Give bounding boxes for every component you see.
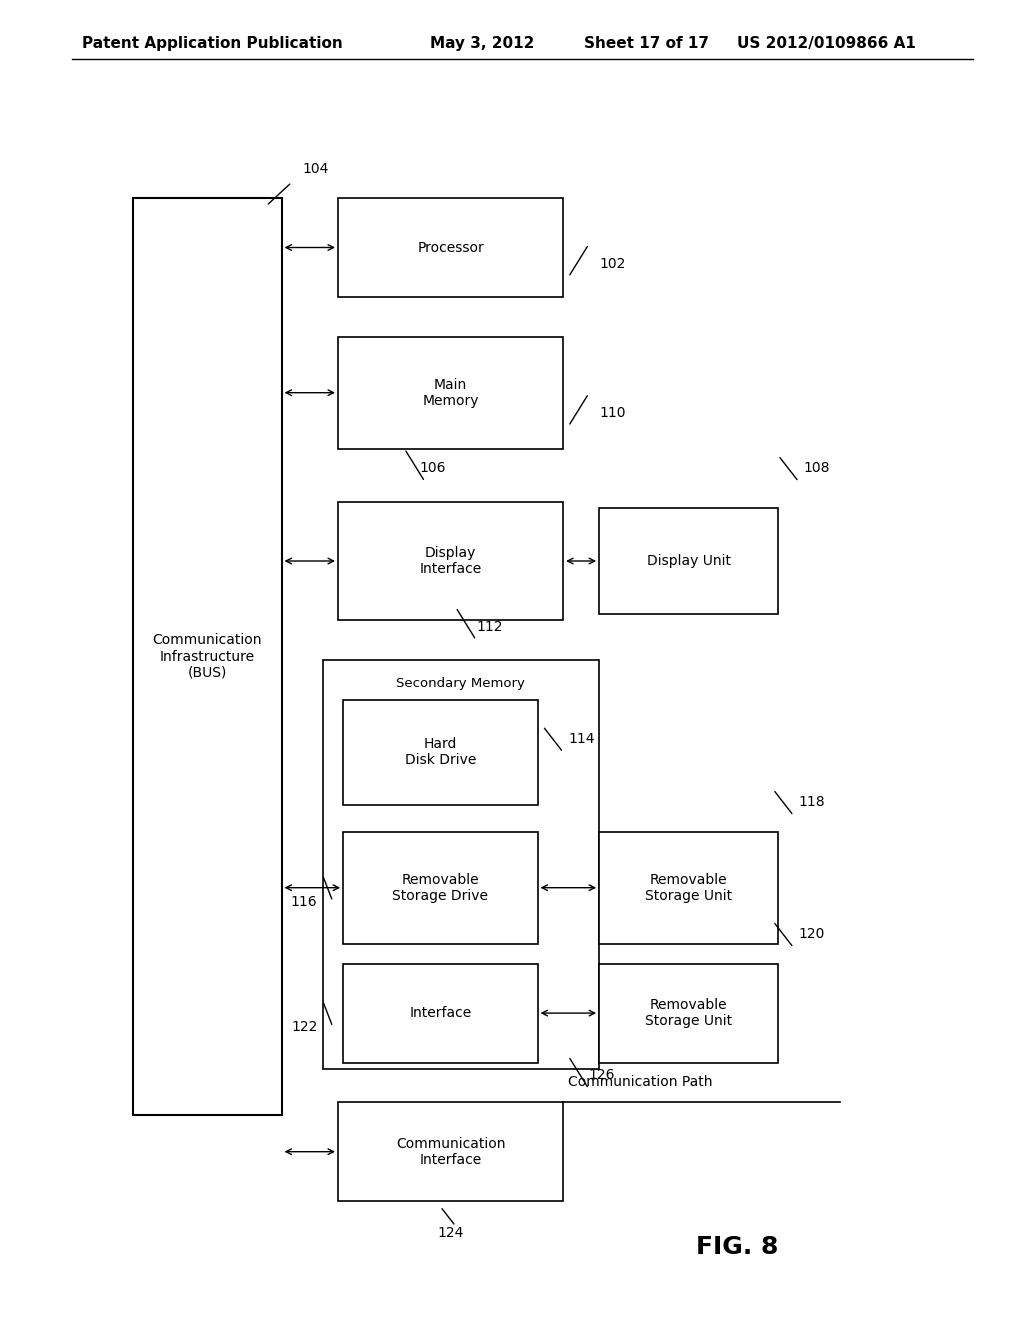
FancyBboxPatch shape [599, 508, 778, 614]
FancyBboxPatch shape [599, 964, 778, 1063]
Text: Main
Memory: Main Memory [422, 378, 479, 408]
FancyBboxPatch shape [133, 198, 282, 1115]
Text: Patent Application Publication: Patent Application Publication [82, 36, 343, 51]
Text: Sheet 17 of 17: Sheet 17 of 17 [584, 36, 709, 51]
FancyBboxPatch shape [338, 502, 563, 620]
Text: Communication
Interface: Communication Interface [396, 1137, 505, 1167]
Text: Communication Path: Communication Path [568, 1074, 713, 1089]
Text: 114: 114 [568, 731, 595, 746]
Text: FIG. 8: FIG. 8 [696, 1236, 778, 1259]
Text: Display
Interface: Display Interface [420, 546, 481, 576]
Text: Communication
Infrastructure
(BUS): Communication Infrastructure (BUS) [153, 634, 262, 680]
Text: 110: 110 [599, 407, 626, 420]
FancyBboxPatch shape [599, 832, 778, 944]
Text: Secondary Memory: Secondary Memory [396, 677, 525, 690]
Text: 112: 112 [476, 619, 503, 634]
Text: Removable
Storage Drive: Removable Storage Drive [392, 873, 488, 903]
Text: 116: 116 [291, 895, 317, 908]
Text: 108: 108 [804, 461, 830, 475]
FancyBboxPatch shape [343, 832, 538, 944]
FancyBboxPatch shape [343, 700, 538, 805]
Text: 102: 102 [599, 257, 626, 271]
FancyBboxPatch shape [323, 660, 599, 1069]
Text: 104: 104 [302, 161, 329, 176]
Text: 126: 126 [589, 1068, 615, 1082]
Text: May 3, 2012: May 3, 2012 [430, 36, 535, 51]
Text: 106: 106 [420, 461, 446, 475]
Text: 118: 118 [799, 795, 825, 809]
FancyBboxPatch shape [338, 198, 563, 297]
FancyBboxPatch shape [338, 337, 563, 449]
Text: Processor: Processor [417, 240, 484, 255]
Text: Removable
Storage Unit: Removable Storage Unit [645, 998, 732, 1028]
FancyBboxPatch shape [338, 1102, 563, 1201]
Text: 120: 120 [799, 927, 825, 941]
FancyBboxPatch shape [343, 964, 538, 1063]
Text: Display Unit: Display Unit [646, 554, 731, 568]
Text: Hard
Disk Drive: Hard Disk Drive [404, 738, 476, 767]
Text: Removable
Storage Unit: Removable Storage Unit [645, 873, 732, 903]
Text: US 2012/0109866 A1: US 2012/0109866 A1 [737, 36, 916, 51]
Text: 124: 124 [437, 1226, 464, 1241]
Text: Interface: Interface [410, 1006, 471, 1020]
Text: 122: 122 [291, 1020, 317, 1034]
